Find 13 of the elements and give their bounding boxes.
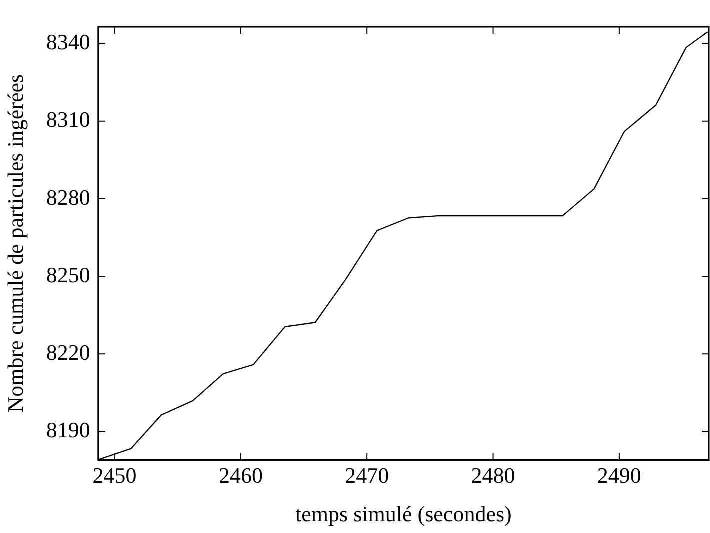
y-tick-label: 8340	[46, 30, 90, 55]
x-tick-label: 2480	[471, 463, 516, 488]
x-tick-label: 2450	[92, 463, 137, 488]
x-tick-label: 2470	[345, 463, 390, 488]
x-axis-title: temps simulé (secondes)	[296, 502, 512, 527]
y-tick-label: 8190	[46, 418, 90, 443]
x-tick-label: 2460	[218, 463, 263, 488]
y-tick-label: 8220	[46, 340, 90, 365]
x-tick-label: 2490	[597, 463, 642, 488]
y-tick-label: 8250	[46, 262, 90, 288]
y-tick-label: 8310	[46, 107, 90, 132]
y-tick-label: 8280	[46, 184, 90, 210]
y-axis-title: Nombre cumulé de particules ingérées	[2, 74, 28, 413]
